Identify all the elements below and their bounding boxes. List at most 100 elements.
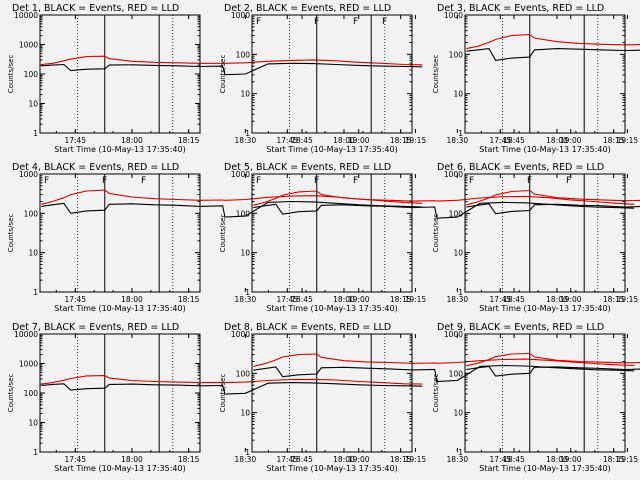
panel-det-7: Det 7, BLACK = Events, RED = LLD Counts/s… [7,322,426,473]
series-events-line [253,364,635,383]
x-tick-label: 18:00 [333,455,355,464]
panel-det-4: Det 4, BLACK = Events, RED = LLD Counts/s… [7,162,426,313]
y-tick-label: 1 [458,448,463,457]
panel-title: Det 5, BLACK = Events, RED = LLD [224,162,391,173]
x-tick-label: 18:00 [121,455,143,464]
y-tick-label: 100 [236,50,251,59]
x-tick-label: 18:45 [291,136,313,145]
y-tick-label: 1 [33,448,38,457]
panel-title: Det 1, BLACK = Events, RED = LLD [12,3,179,14]
series-events-line [253,201,635,219]
y-tick-label: 1000 [19,170,38,179]
x-tick-label: 18:00 [333,136,355,145]
annotation-label: F [141,176,146,186]
annotation-label: F [382,17,387,27]
y-axis-label: Counts/sec [432,214,440,253]
panel-title: Det 8, BLACK = Events, RED = LLD [224,322,391,333]
y-axis-label: Counts/sec [219,214,227,253]
x-tick-label: 19:00 [560,295,582,304]
x-tick-label: 17:45 [489,295,511,304]
y-axis-label: Counts/sec [432,374,440,413]
panel-det-8: Det 8, BLACK = Events, RED = LLD Counts/s… [219,322,638,473]
x-axis-label: Start Time (10-May-13 17:35:40) [479,464,610,473]
x-tick-label: 18:45 [291,455,313,464]
y-tick-label: 1000 [231,330,250,339]
annotation-label: F [314,17,319,27]
series-events-line [466,365,640,377]
y-axis-label: Counts/sec [432,55,440,94]
x-tick-label: 17:45 [489,136,511,145]
y-tick-label: 100 [24,209,39,218]
x-tick-label: 17:45 [276,136,298,145]
y-tick-label: 1 [458,288,463,297]
series-lld-line [466,352,640,367]
annotation-label: F [353,176,358,186]
x-tick-label: 18:45 [503,295,525,304]
panel-title: Det 7, BLACK = Events, RED = LLD [12,322,179,333]
y-tick-label: 1 [458,129,463,138]
y-tick-label: 1 [33,288,38,297]
y-tick-label: 1000 [19,41,38,50]
x-tick-label: 18:30 [235,455,257,464]
x-tick-label: 18:15 [178,136,200,145]
annotation-label: F [314,176,319,186]
y-tick-label: 1 [245,288,250,297]
x-tick-label: 19:15 [405,136,427,145]
panel-det-6: Det 6, BLACK = Events, RED = LLD Counts/s… [432,162,640,313]
panel-det-9: Det 9, BLACK = Events, RED = LLD Counts/s… [432,322,640,473]
annotation-label: F [256,176,261,186]
x-tick-label: 19:00 [348,295,370,304]
x-tick-label: 18:30 [447,455,469,464]
x-tick-label: 18:15 [390,455,412,464]
x-tick-label: 19:15 [617,295,639,304]
y-tick-label: 1000 [231,11,250,20]
x-tick-label: 18:00 [121,295,143,304]
y-tick-label: 10 [240,409,250,418]
y-tick-label: 1000 [444,330,463,339]
series-lld-line [41,189,423,205]
x-tick-label: 18:15 [178,295,200,304]
y-tick-label: 100 [24,389,39,398]
y-tick-label: 10000 [14,330,38,339]
y-tick-label: 1000 [444,11,463,20]
x-tick-label: 18:30 [447,295,469,304]
x-axis-label: Start Time (10-May-13 17:35:40) [479,145,610,154]
x-tick-label: 19:15 [405,455,427,464]
x-tick-label: 18:15 [178,455,200,464]
series-lld-line [466,33,640,50]
x-tick-label: 17:45 [64,136,86,145]
panel-title: Det 4, BLACK = Events, RED = LLD [12,162,179,173]
x-tick-label: 18:45 [503,136,525,145]
x-tick-label: 18:00 [546,136,568,145]
y-tick-label: 1 [245,448,250,457]
series-lld-line [253,353,635,367]
annotation-label: F [256,17,261,27]
plot-frame [251,333,413,453]
x-tick-label: 18:30 [235,295,257,304]
y-axis-label: Counts/sec [7,55,15,94]
annotation-label: F [527,176,532,186]
y-tick-label: 10 [240,249,250,258]
series-lld-line [253,190,635,206]
x-tick-label: 18:30 [235,136,257,145]
x-axis-label: Start Time (10-May-13 17:35:40) [266,464,397,473]
x-tick-label: 18:45 [503,455,525,464]
x-tick-label: 18:15 [603,295,625,304]
series-events-line [466,203,640,215]
plot-frame [251,173,413,293]
x-tick-label: 18:00 [546,455,568,464]
x-tick-label: 19:15 [617,136,639,145]
x-tick-label: 18:30 [447,136,469,145]
x-tick-label: 18:00 [121,136,143,145]
x-tick-label: 17:45 [64,295,86,304]
plot-frame [251,14,413,134]
x-tick-label: 18:15 [390,136,412,145]
x-tick-label: 18:15 [603,455,625,464]
x-tick-label: 19:00 [348,136,370,145]
y-tick-label: 10 [28,100,38,109]
x-tick-label: 17:45 [276,455,298,464]
x-tick-label: 18:45 [291,295,313,304]
x-tick-label: 17:45 [489,455,511,464]
y-axis-label: Counts/sec [7,214,15,253]
x-tick-label: 17:45 [276,295,298,304]
